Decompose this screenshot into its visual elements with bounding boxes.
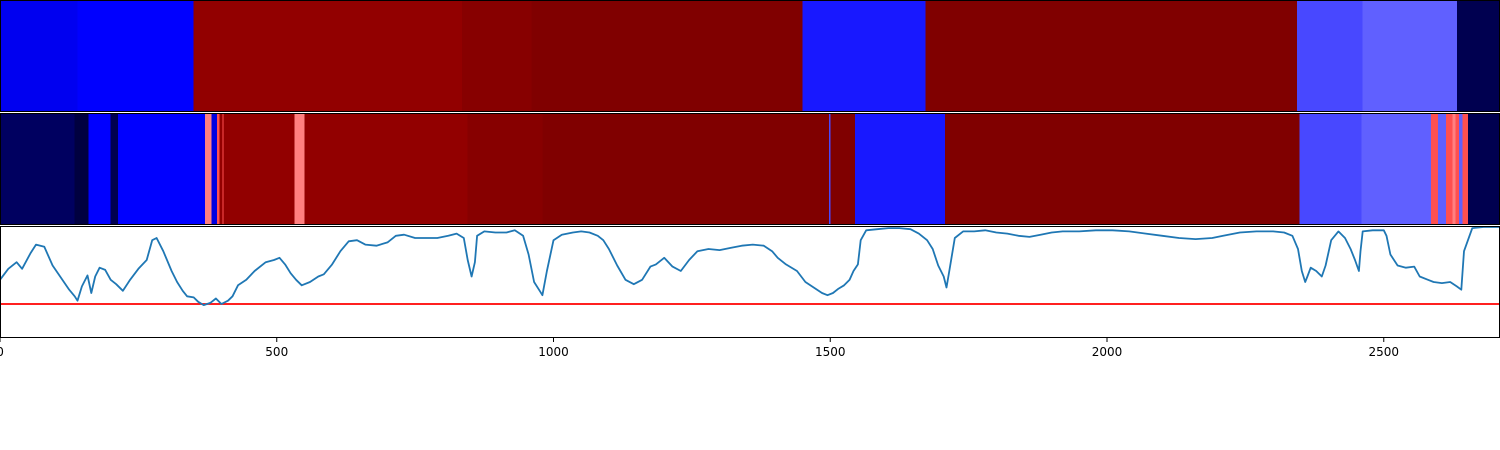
line-panel-background [0,226,1500,338]
x-axis: 0 500 1000 1500 2000 2500 [0,338,1399,359]
heatmap-segment [223,114,295,224]
heatmap-segment [1459,114,1463,224]
heatmap-strip-top [0,1,1500,111]
heatmap-segment [944,114,1300,224]
x-tick-label: 1000 [538,345,569,359]
x-tick-label: 2000 [1092,345,1123,359]
heatmap-segment [88,114,111,224]
heatmap-segment [1361,114,1431,224]
x-tick-label: 2500 [1368,345,1399,359]
heatmap-segment [77,1,194,111]
heatmap-segment [1362,1,1457,111]
heatmap-segment [925,1,1297,111]
heatmap-segment [1462,114,1468,224]
heatmap-segment [219,114,223,224]
heatmap-segment [110,114,118,224]
heatmap-segment [0,1,78,111]
heatmap-segment [1456,1,1500,111]
heatmap-segment [1438,114,1446,224]
heatmap-segment [117,114,205,224]
heatmap-segment [542,114,830,224]
x-tick-label: 0 [0,345,4,359]
heatmap-segment [1455,114,1460,224]
heatmap-strip-middle [0,114,1500,224]
heatmap-segment [193,1,463,111]
heatmap-segment [829,114,831,224]
heatmap-segment [467,114,543,224]
series-line [0,226,1500,306]
heatmap-segment [74,114,89,224]
heatmap-segment [531,1,803,111]
heatmap-segment [294,114,305,224]
heatmap-segment [0,114,75,224]
x-tick-label: 500 [265,345,288,359]
x-tick-label: 1500 [815,345,846,359]
heatmap-segment [304,114,468,224]
heatmap-segment [1445,114,1453,224]
heatmap-segment [222,114,224,224]
heatmap-segment [1296,1,1363,111]
heatmap-segment [211,114,217,224]
heatmap-segment [462,1,532,111]
heatmap-segment [855,114,945,224]
heatmap-segment [830,114,856,224]
heatmap-segment [1299,114,1362,224]
line-panel [0,226,1500,338]
heatmap-segment [802,1,926,111]
heatmap-segment [216,114,220,224]
heatmap-segment [1467,114,1500,224]
heatmap-segment [1452,114,1456,224]
heatmap-segment [1430,114,1439,224]
heatmap-segment [204,114,212,224]
